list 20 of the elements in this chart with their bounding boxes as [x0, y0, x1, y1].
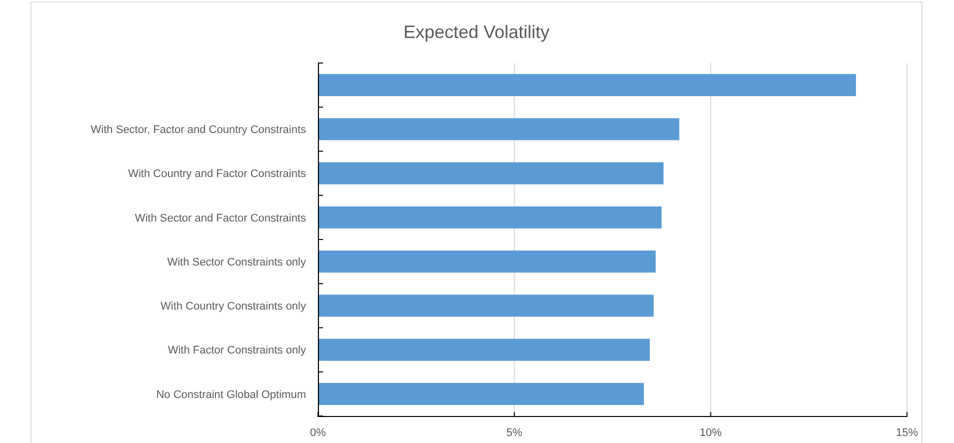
x-tick-label: 0%	[310, 427, 326, 439]
y-tick-label: With Sector Constraints only	[167, 256, 306, 268]
bar	[318, 250, 656, 273]
x-tick-label: 10%	[700, 427, 722, 439]
y-tick-label: With Country and Factor Constraints	[128, 168, 306, 180]
bar	[318, 74, 856, 96]
y-tick-label: With Sector, Factor and Country Constraints	[90, 124, 306, 136]
y-tick-label: No Constraint Global Optimum	[156, 388, 306, 401]
y-tick-label: With Sector and Factor Constraints	[134, 212, 306, 224]
bar	[318, 294, 654, 317]
x-tick-label: 15%	[896, 427, 918, 439]
chart-title: Expected Volatility	[403, 22, 550, 42]
bar	[318, 162, 664, 184]
bar	[318, 206, 662, 228]
y-tick-label: With Factor Constraints only	[168, 344, 306, 357]
bar	[318, 338, 650, 361]
x-tick-label: 5%	[506, 427, 522, 439]
y-tick-label: With Country Constraints only	[160, 300, 306, 313]
bar	[318, 118, 680, 140]
bar	[318, 382, 644, 405]
